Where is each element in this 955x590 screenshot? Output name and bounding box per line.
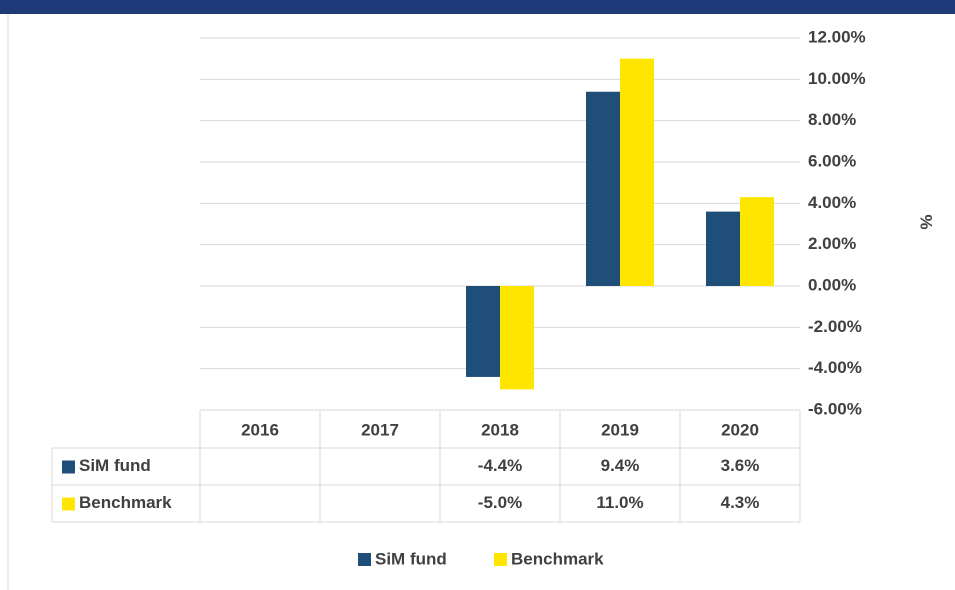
y-tick-label: -6.00% xyxy=(808,399,862,418)
y-tick-label: 0.00% xyxy=(808,275,856,294)
bar xyxy=(500,286,534,390)
x-tick-label: 2018 xyxy=(481,420,519,439)
y-tick-label: 8.00% xyxy=(808,110,856,129)
bar xyxy=(586,91,620,286)
y-axis-label: % xyxy=(917,214,936,229)
table-row-label: Benchmark xyxy=(79,493,172,512)
header-bar xyxy=(0,0,955,14)
y-tick-label: 4.00% xyxy=(808,193,856,212)
y-tick-label: 12.00% xyxy=(808,27,866,46)
bar xyxy=(740,197,774,286)
table-legend-key xyxy=(62,460,75,474)
legend-key xyxy=(358,553,371,566)
table-value: 3.6% xyxy=(721,456,760,475)
x-tick-label: 2019 xyxy=(601,420,639,439)
legend-label: Benchmark xyxy=(511,549,604,568)
x-tick-label: 2020 xyxy=(721,420,759,439)
legend-label: SiM fund xyxy=(375,549,447,568)
table-row-label: SiM fund xyxy=(79,456,151,475)
table-value: 9.4% xyxy=(601,456,640,475)
table-value: 11.0% xyxy=(596,493,643,512)
x-tick-label: 2016 xyxy=(241,420,279,439)
y-tick-label: -2.00% xyxy=(808,317,862,336)
x-tick-label: 2017 xyxy=(361,420,399,439)
bar xyxy=(706,211,740,286)
legend-key xyxy=(494,553,507,566)
y-tick-label: 6.00% xyxy=(808,151,856,170)
y-tick-label: 10.00% xyxy=(808,69,866,88)
y-tick-label: 2.00% xyxy=(808,234,856,253)
table-value: -5.0% xyxy=(478,493,522,512)
bar xyxy=(620,58,654,286)
table-value: 4.3% xyxy=(721,493,760,512)
bar xyxy=(466,286,500,377)
table-value: -4.4% xyxy=(478,456,522,475)
y-tick-label: -4.00% xyxy=(808,358,862,377)
table-legend-key xyxy=(62,497,75,511)
